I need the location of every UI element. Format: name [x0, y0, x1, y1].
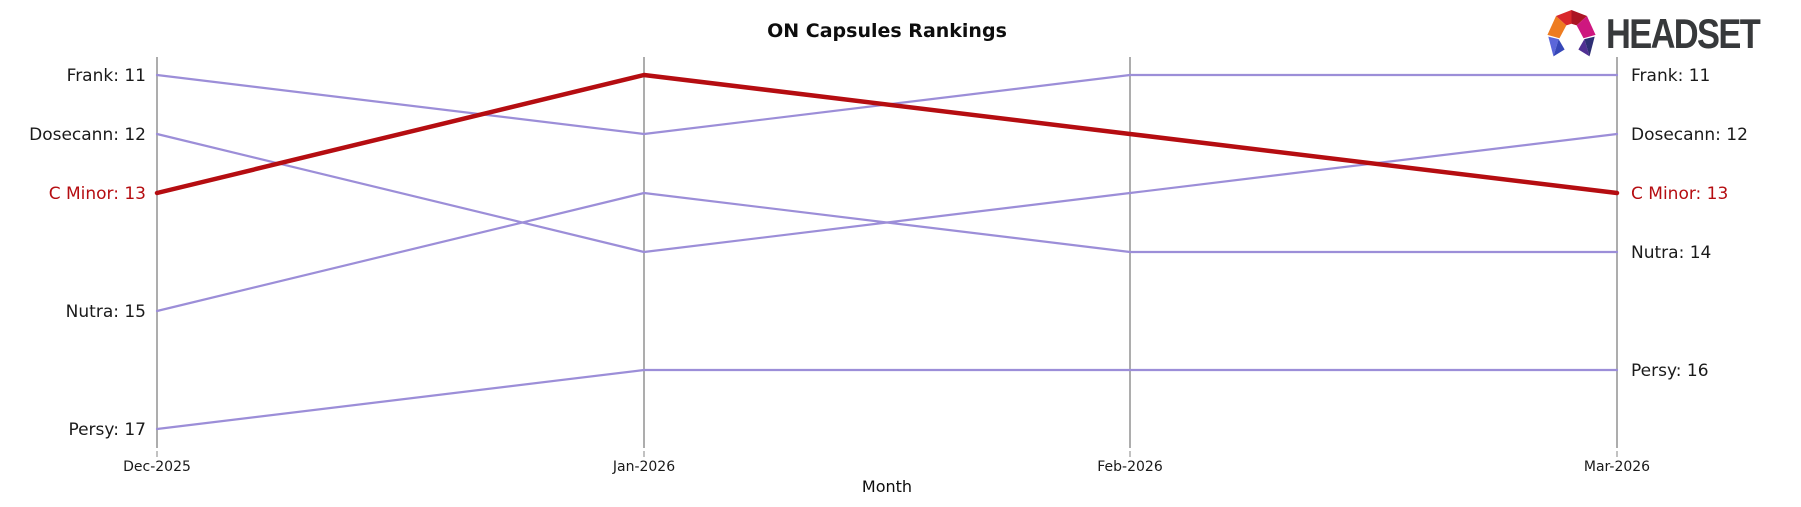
series-line-nutra: [155, 191, 1619, 313]
series-label-right-persy: Persy: 16: [1631, 361, 1709, 381]
series-label-left-persy: Persy: 17: [68, 420, 146, 440]
series-label-left-frank: Frank: 11: [67, 66, 146, 86]
series-label-left-c-minor: C Minor: 13: [49, 184, 146, 204]
series-label-left-dosecann: Dosecann: 12: [29, 125, 146, 145]
headset-logo-icon: [1547, 9, 1596, 57]
series-label-right-frank: Frank: 11: [1631, 66, 1710, 86]
x-tick-label: Dec-2025: [123, 459, 191, 475]
series-label-right-dosecann: Dosecann: 12: [1631, 125, 1748, 145]
chart-title: ON Capsules Rankings: [767, 20, 1007, 42]
x-tick-label: Feb-2026: [1097, 459, 1163, 475]
headset-logo-text: HEADSET: [1606, 10, 1761, 57]
x-axis-title: Month: [861, 477, 913, 496]
x-tick-label: Jan-2026: [612, 459, 675, 475]
x-tick-label: Mar-2026: [1584, 459, 1650, 475]
series-line-dosecann: [155, 132, 1619, 254]
headset-logo: HEADSET: [1544, 5, 1793, 63]
series-label-right-c-minor: C Minor: 13: [1631, 184, 1728, 204]
series-line-c-minor: [154, 72, 1620, 196]
series-label-right-nutra: Nutra: 14: [1631, 243, 1711, 263]
series-line-persy: [155, 368, 1619, 431]
series-label-left-nutra: Nutra: 15: [66, 302, 146, 322]
